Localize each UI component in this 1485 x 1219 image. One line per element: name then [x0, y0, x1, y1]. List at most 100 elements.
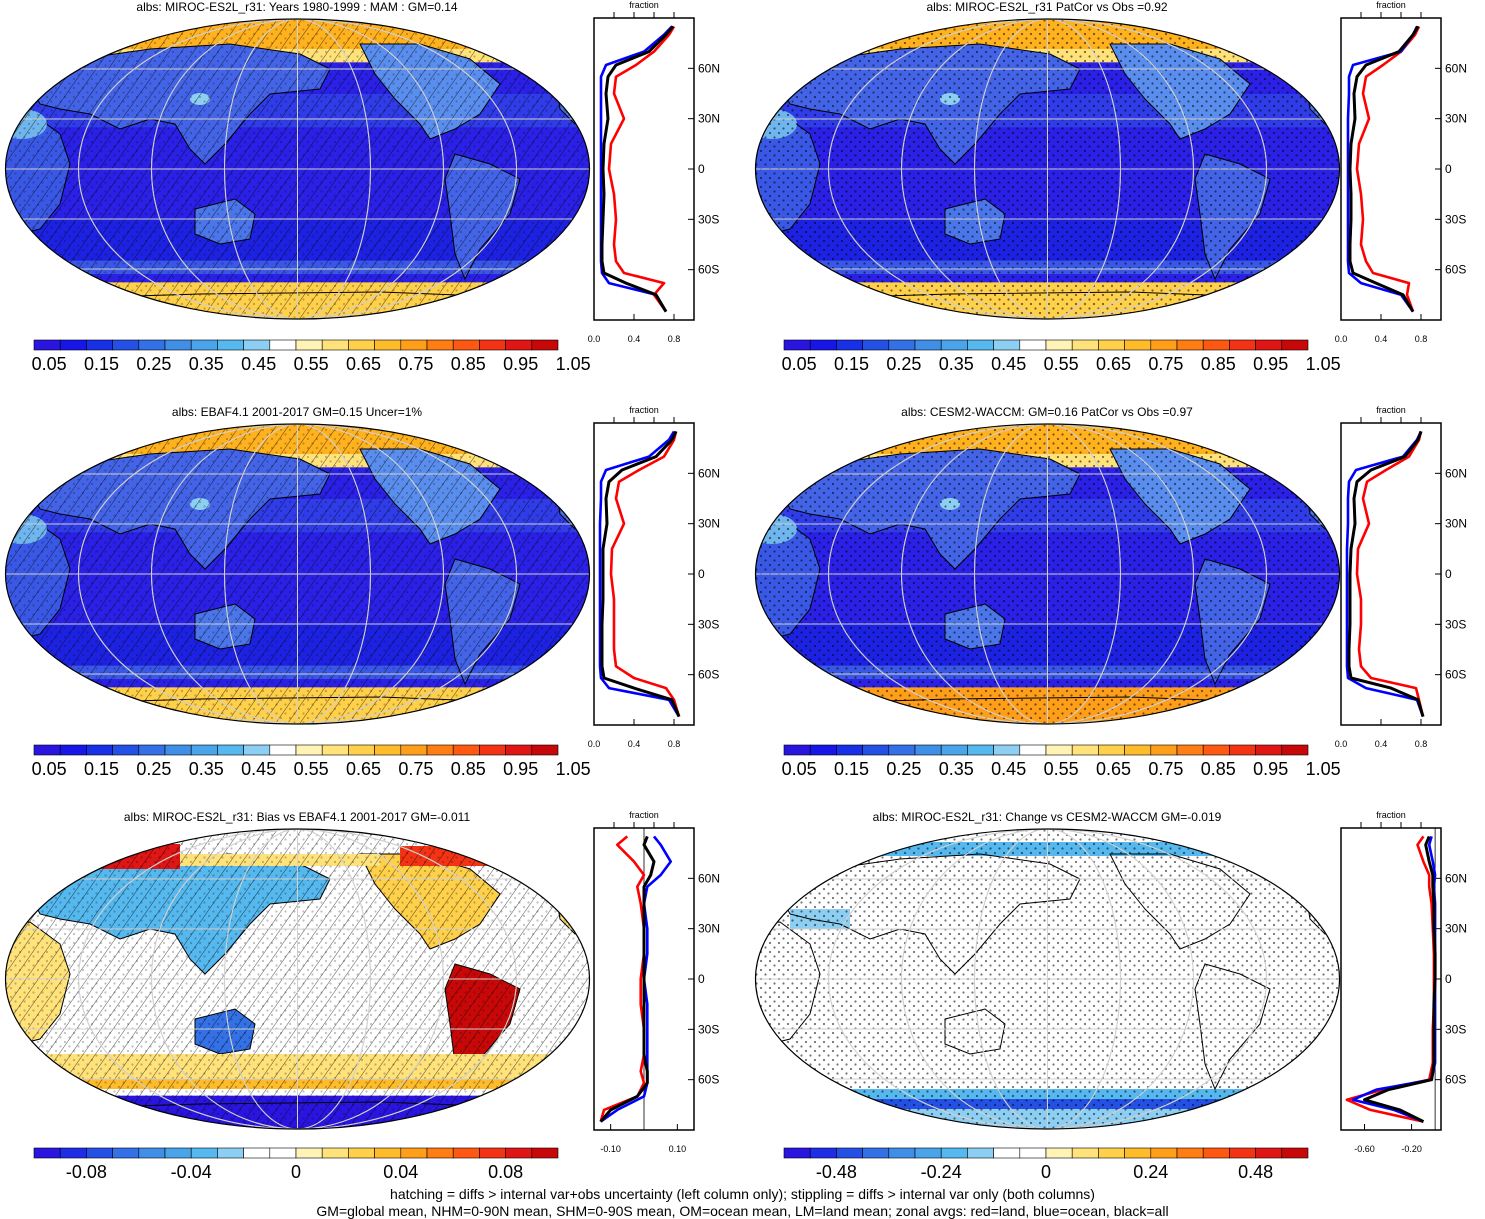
robinson-world-map-icon	[750, 824, 1345, 1134]
colorbar-label: 0.25	[136, 759, 171, 779]
colorbar-swatch	[506, 745, 532, 755]
colorbar-label: 0.95	[503, 759, 538, 779]
zonal-lat-label: 30N	[1445, 517, 1467, 531]
colorbar-swatch	[1072, 340, 1098, 350]
colorbar-swatch	[1151, 340, 1177, 350]
colorbar-swatch	[348, 1148, 374, 1158]
colorbar-swatch	[1020, 340, 1046, 350]
colorbar-swatch	[1072, 745, 1098, 755]
colorbar-label: 0.55	[294, 354, 329, 374]
colorbar-label: 0.45	[241, 759, 276, 779]
colorbar-swatch	[836, 1148, 862, 1158]
map-panel-bias	[0, 824, 595, 1134]
colorbar-label: 0.15	[84, 354, 119, 374]
colorbar-swatch	[1125, 745, 1151, 755]
colorbar-swatch	[453, 1148, 479, 1158]
continent-greenland	[520, 36, 575, 74]
colorbar-swatch	[941, 745, 967, 755]
colorbar-swatch	[453, 745, 479, 755]
panel-title-ebaf: albs: EBAF4.1 2001-2017 GM=0.15 Uncer=1%	[172, 405, 422, 419]
colorbar-label: -0.48	[816, 1162, 857, 1182]
colorbar-label: 0.35	[189, 354, 224, 374]
colorbar-swatch	[165, 1148, 191, 1158]
colorbar-swatch	[784, 745, 810, 755]
colorbar-swatch	[1151, 745, 1177, 755]
colorbar-swatch	[322, 340, 348, 350]
zonal-axis-title: fraction	[629, 810, 659, 820]
robinson-world-map-icon	[0, 824, 595, 1134]
zonal-x-label: -0.10	[600, 1144, 621, 1154]
colorbar-swatch	[427, 340, 453, 350]
colorbar-label: 0.45	[991, 354, 1026, 374]
colorbar-swatch	[1125, 1148, 1151, 1158]
zonal-lat-label: 0	[698, 567, 705, 581]
colorbar-swatch	[941, 340, 967, 350]
footer-note-hatching: hatching = diffs > internal var+obs unce…	[0, 1186, 1485, 1202]
colorbar-swatch	[810, 745, 836, 755]
zonal-lat-label: 30S	[698, 212, 719, 226]
robinson-world-map-icon	[0, 419, 595, 729]
colorbar-swatch	[479, 1148, 505, 1158]
colorbar-swatch	[1125, 340, 1151, 350]
colorbar-label: 0.65	[1096, 759, 1131, 779]
colorbar-swatch	[915, 340, 941, 350]
colorbar-swatch	[270, 1148, 296, 1158]
map-panel-cesm2	[750, 419, 1345, 729]
colorbar-swatch	[1046, 745, 1072, 755]
colorbar-label: 0.45	[241, 354, 276, 374]
colorbar-swatch	[994, 1148, 1020, 1158]
colorbar-label: 0.75	[1148, 759, 1183, 779]
zonal-x-label: 0.8	[1415, 739, 1428, 749]
colorbar-swatch	[139, 745, 165, 755]
colorbar-swatch	[836, 745, 862, 755]
colorbar-swatch	[401, 340, 427, 350]
colorbar-swatch	[60, 1148, 86, 1158]
colorbar-swatch	[375, 745, 401, 755]
continent-greenland	[1270, 846, 1325, 884]
colorbar-label: 0.25	[136, 354, 171, 374]
colorbar-swatch	[427, 745, 453, 755]
zonal-x-label: 0.8	[668, 334, 681, 344]
colorbar-label: 0.05	[782, 354, 817, 374]
zonal-lat-label: 60S	[1445, 668, 1466, 682]
colorbar-label: 0.65	[1096, 354, 1131, 374]
colorbar-swatch	[296, 340, 322, 350]
zonal-lat-label: 0	[698, 162, 705, 176]
colorbar-swatch	[479, 745, 505, 755]
colorbar-swatch	[270, 745, 296, 755]
colorbar-swatch	[1256, 1148, 1282, 1158]
colorbar-label: 0.95	[1253, 354, 1288, 374]
colorbar-swatch	[348, 745, 374, 755]
zonal-lat-label: 60S	[698, 668, 719, 682]
colorbar-label: 0.55	[294, 759, 329, 779]
zonal-axis-title: fraction	[1376, 405, 1406, 415]
robinson-world-map-icon	[750, 14, 1345, 324]
zonal-x-label: 0.8	[668, 739, 681, 749]
colorbar-swatch	[1177, 1148, 1203, 1158]
zonal-x-label: 0.4	[628, 334, 641, 344]
colorbar-swatch	[60, 745, 86, 755]
colorbar-label: 0.15	[84, 759, 119, 779]
colorbar-swatch	[836, 340, 862, 350]
colorbar-label: 0.85	[451, 354, 486, 374]
colorbar-swatch	[1177, 745, 1203, 755]
colorbar-swatch	[1098, 745, 1124, 755]
colorbar-swatch	[1046, 1148, 1072, 1158]
colorbar-swatch	[532, 745, 558, 755]
colorbar-swatch	[165, 745, 191, 755]
colorbar-swatch	[86, 1148, 112, 1158]
zonal-x-label: 0.0	[1335, 739, 1348, 749]
colorbar-swatch	[994, 340, 1020, 350]
colorbar-swatch	[244, 340, 270, 350]
colorbar-swatch	[113, 745, 139, 755]
colorbar-label: 1.05	[1306, 759, 1341, 779]
footer-note-abbreviations: GM=global mean, NHM=0-90N mean, SHM=0-90…	[0, 1203, 1485, 1219]
colorbar-swatch	[217, 745, 243, 755]
colorbar-label: 0.35	[939, 354, 974, 374]
